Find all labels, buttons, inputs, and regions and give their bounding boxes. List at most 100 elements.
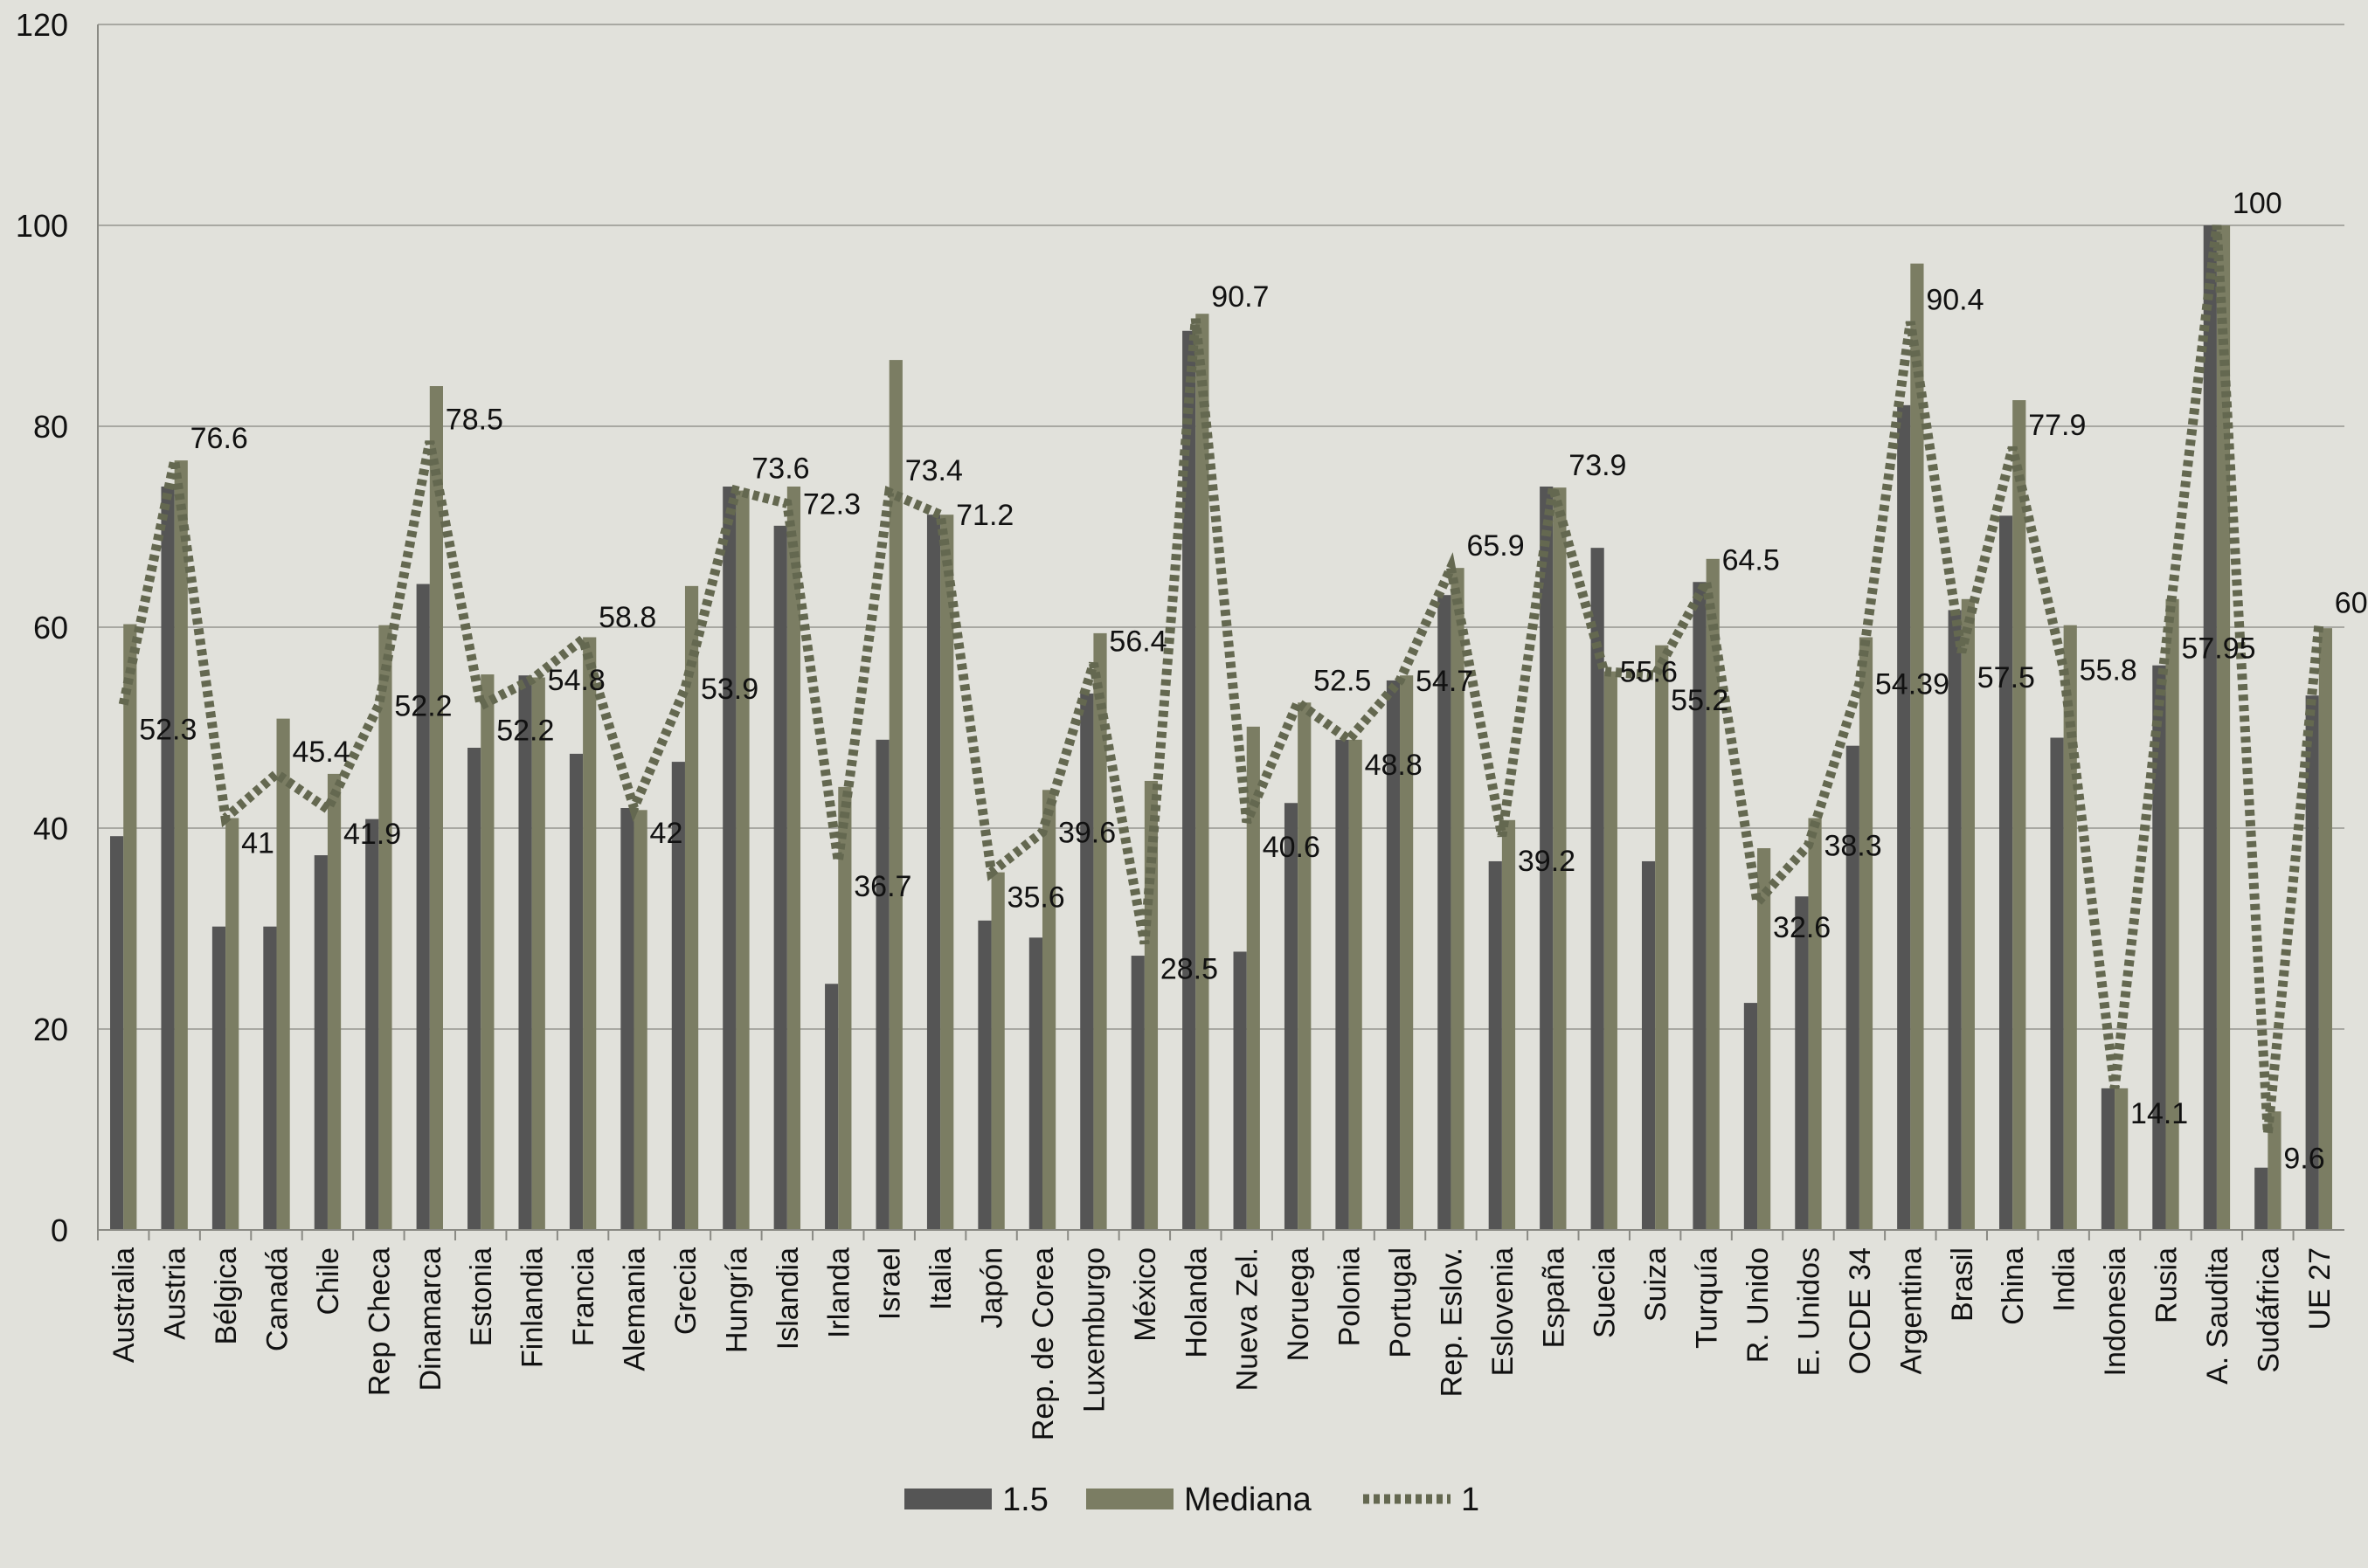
x-tick-label: Chile: [312, 1247, 345, 1315]
data-label: 53.9: [701, 673, 758, 706]
data-label: 55.8: [2080, 653, 2137, 687]
bar-mediana: [1910, 263, 1924, 1231]
bar-1-5: [2101, 1088, 2115, 1230]
bar-mediana: [1706, 558, 1720, 1230]
y-tick-label: 80: [33, 409, 68, 445]
data-label: 52.3: [139, 714, 197, 747]
bar-1-5: [1795, 896, 1809, 1230]
data-label: 90.4: [1926, 283, 1984, 316]
data-label: 35.6: [1007, 881, 1065, 915]
x-tick-label: México: [1129, 1247, 1162, 1342]
bar-1-5: [825, 984, 839, 1230]
bar-mediana: [2012, 400, 2026, 1231]
bar-1-5: [2203, 225, 2217, 1230]
x-tick-label: Francia: [567, 1247, 600, 1346]
bar-1-5: [467, 748, 481, 1230]
x-tick-label: Bélgica: [210, 1247, 243, 1345]
x-tick-label: E. Unidos: [1792, 1247, 1825, 1376]
x-tick-label: Grecia: [669, 1247, 703, 1335]
bar-1-5: [1488, 860, 1502, 1230]
data-label: 71.2: [956, 499, 1014, 532]
x-tick-label: UE 27: [2303, 1247, 2337, 1330]
data-label: 77.9: [2028, 409, 2086, 442]
x-tick-label: Rusia: [2150, 1247, 2183, 1323]
bar-mediana: [123, 624, 137, 1230]
data-label: 39.2: [1518, 845, 1575, 878]
x-tick-label: Estonia: [465, 1247, 498, 1346]
bar-1-5: [1080, 693, 1094, 1230]
data-label: 60.2: [2335, 587, 2368, 620]
data-label: 45.4: [293, 736, 350, 769]
legend: 1.5 Mediana 1: [904, 1482, 1479, 1518]
x-tick-label: Eslovenia: [1486, 1247, 1520, 1377]
data-labels: 52.3 76.6 41 45.4 41.9 52.2 78.5 52.2 54.8 58.8 42…: [139, 187, 2368, 1176]
bar-mediana: [1859, 637, 1873, 1230]
bar-1-5: [2050, 737, 2064, 1230]
bar-1-5: [1743, 1003, 1758, 1230]
bar-1-5: [1845, 745, 1859, 1230]
bar-1-5: [1999, 515, 2013, 1230]
bar-mediana: [583, 637, 597, 1230]
bar-mediana: [327, 773, 342, 1230]
x-tick-label: Rep. de Corea: [1027, 1247, 1060, 1440]
x-tick-label: China: [1997, 1247, 2030, 1325]
bar-mediana: [2115, 1088, 2129, 1230]
bar-1-5: [2152, 665, 2166, 1230]
y-tick-label: 100: [16, 208, 68, 244]
bar-mediana: [991, 872, 1005, 1230]
bar-1-5: [723, 487, 737, 1230]
bar-1-5: [1233, 951, 1247, 1230]
data-label: 55.2: [1671, 684, 1728, 717]
legend-label: 1.5: [1002, 1482, 1049, 1518]
bar-1-5: [1386, 680, 1401, 1230]
data-label: 52.5: [1313, 664, 1371, 697]
bar-mediana: [736, 490, 750, 1230]
x-tick-label: Dinamarca: [414, 1247, 447, 1391]
data-label: 9.6: [2283, 1143, 2324, 1176]
bar-mediana: [838, 786, 852, 1230]
x-tick-label: Argentina: [1894, 1247, 1928, 1375]
data-label: 28.5: [1160, 952, 1218, 985]
bar-mediana: [481, 674, 495, 1230]
bar-mediana: [378, 625, 392, 1230]
x-tick-label: España: [1537, 1247, 1570, 1348]
legend-swatch: [1086, 1489, 1174, 1509]
bar-mediana: [1451, 568, 1464, 1230]
bar-mediana: [889, 360, 903, 1231]
data-label: 65.9: [1466, 529, 1524, 563]
bar-mediana: [1042, 790, 1056, 1230]
bar-mediana: [429, 386, 443, 1230]
x-tick-label: A. Saudita: [2201, 1247, 2234, 1385]
x-tick-label: Portugal: [1384, 1247, 1417, 1358]
data-label: 52.2: [394, 690, 452, 723]
x-tick-label: Rep Checa: [363, 1247, 396, 1396]
bar-mediana: [1246, 726, 1260, 1230]
x-tick-label: Turquía: [1691, 1247, 1724, 1349]
bar-1-5: [365, 819, 379, 1230]
bar-1-5: [2254, 1167, 2268, 1230]
bar-mediana: [1348, 739, 1362, 1230]
bar-1-5: [1437, 595, 1451, 1230]
x-tick-label: Italia: [924, 1247, 958, 1310]
bar-1-5: [1897, 404, 1911, 1231]
x-tick-label: Brasil: [1946, 1247, 1979, 1322]
data-label: 40.6: [1263, 831, 1320, 864]
data-label: 48.8: [1365, 749, 1423, 782]
bar-1-5: [926, 515, 941, 1230]
bar-mediana: [276, 718, 290, 1230]
bar-mediana: [1553, 487, 1567, 1230]
x-tick-label: Luxemburgo: [1077, 1247, 1111, 1413]
bars: [110, 225, 2332, 1231]
x-tick-label: Noruega: [1282, 1247, 1315, 1362]
bar-mediana: [531, 677, 545, 1230]
legend-swatch: [904, 1489, 992, 1509]
data-label: 36.7: [854, 870, 911, 903]
y-tick-label: 60: [33, 610, 68, 646]
bar-1-5: [161, 487, 175, 1230]
data-label: 54.39: [1875, 668, 1949, 701]
data-label: 32.6: [1773, 911, 1831, 944]
data-label: 54.8: [548, 664, 606, 697]
bar-1-5: [211, 926, 226, 1230]
legend-label: Mediana: [1184, 1482, 1312, 1518]
bar-mediana: [1655, 645, 1669, 1230]
